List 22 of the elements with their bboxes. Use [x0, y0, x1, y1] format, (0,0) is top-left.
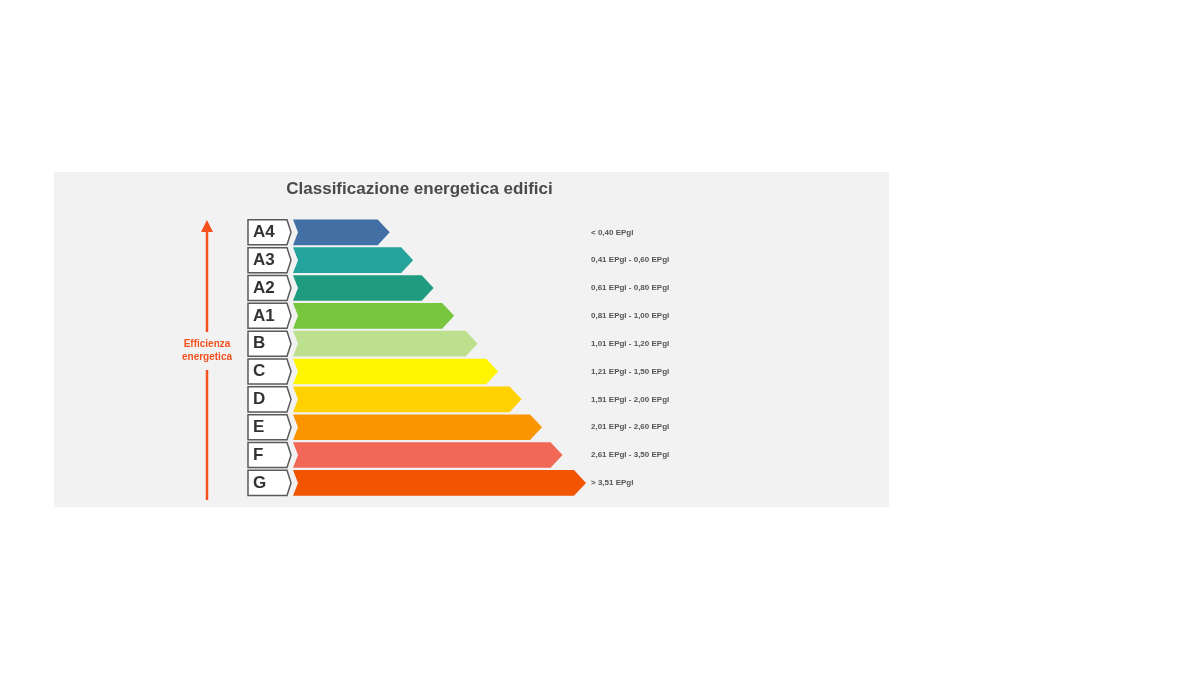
y-tick-label: A4 [253, 222, 276, 242]
text: < 0,40 EPgl [591, 227, 634, 237]
chart-title: Classificazione energetica edifici [286, 178, 553, 198]
text: Efficienza energetica [181, 337, 233, 363]
text: 0,41 EPgl - 0,60 EPgl [591, 255, 670, 265]
y-tick-label: A3 [253, 249, 275, 269]
y-tick-label: A2 [253, 277, 275, 297]
y-tick-label: E [253, 416, 265, 436]
text: 1,21 EPgl - 1,50 EPgl [591, 366, 670, 376]
text: 0,81 EPgl - 1,00 EPgl [591, 311, 670, 321]
y-tick-label: B [253, 333, 266, 353]
text: > 3,51 EPgl [591, 478, 634, 488]
y-tick-label: A1 [253, 305, 275, 325]
y-tick-label: C [253, 361, 266, 381]
text: 2,61 EPgl - 3,50 EPgl [591, 450, 670, 460]
y-tick-label: F [253, 444, 264, 464]
text: 0,61 EPgl - 0,80 EPgl [591, 283, 670, 293]
text: 1,51 EPgl - 2,00 EPgl [591, 394, 670, 404]
y-tick-label: D [253, 389, 266, 409]
text: 2,01 EPgl - 2,60 EPgl [591, 422, 670, 432]
y-tick-label: G [253, 472, 267, 492]
text: 1,01 EPgl - 1,20 EPgl [591, 338, 670, 348]
